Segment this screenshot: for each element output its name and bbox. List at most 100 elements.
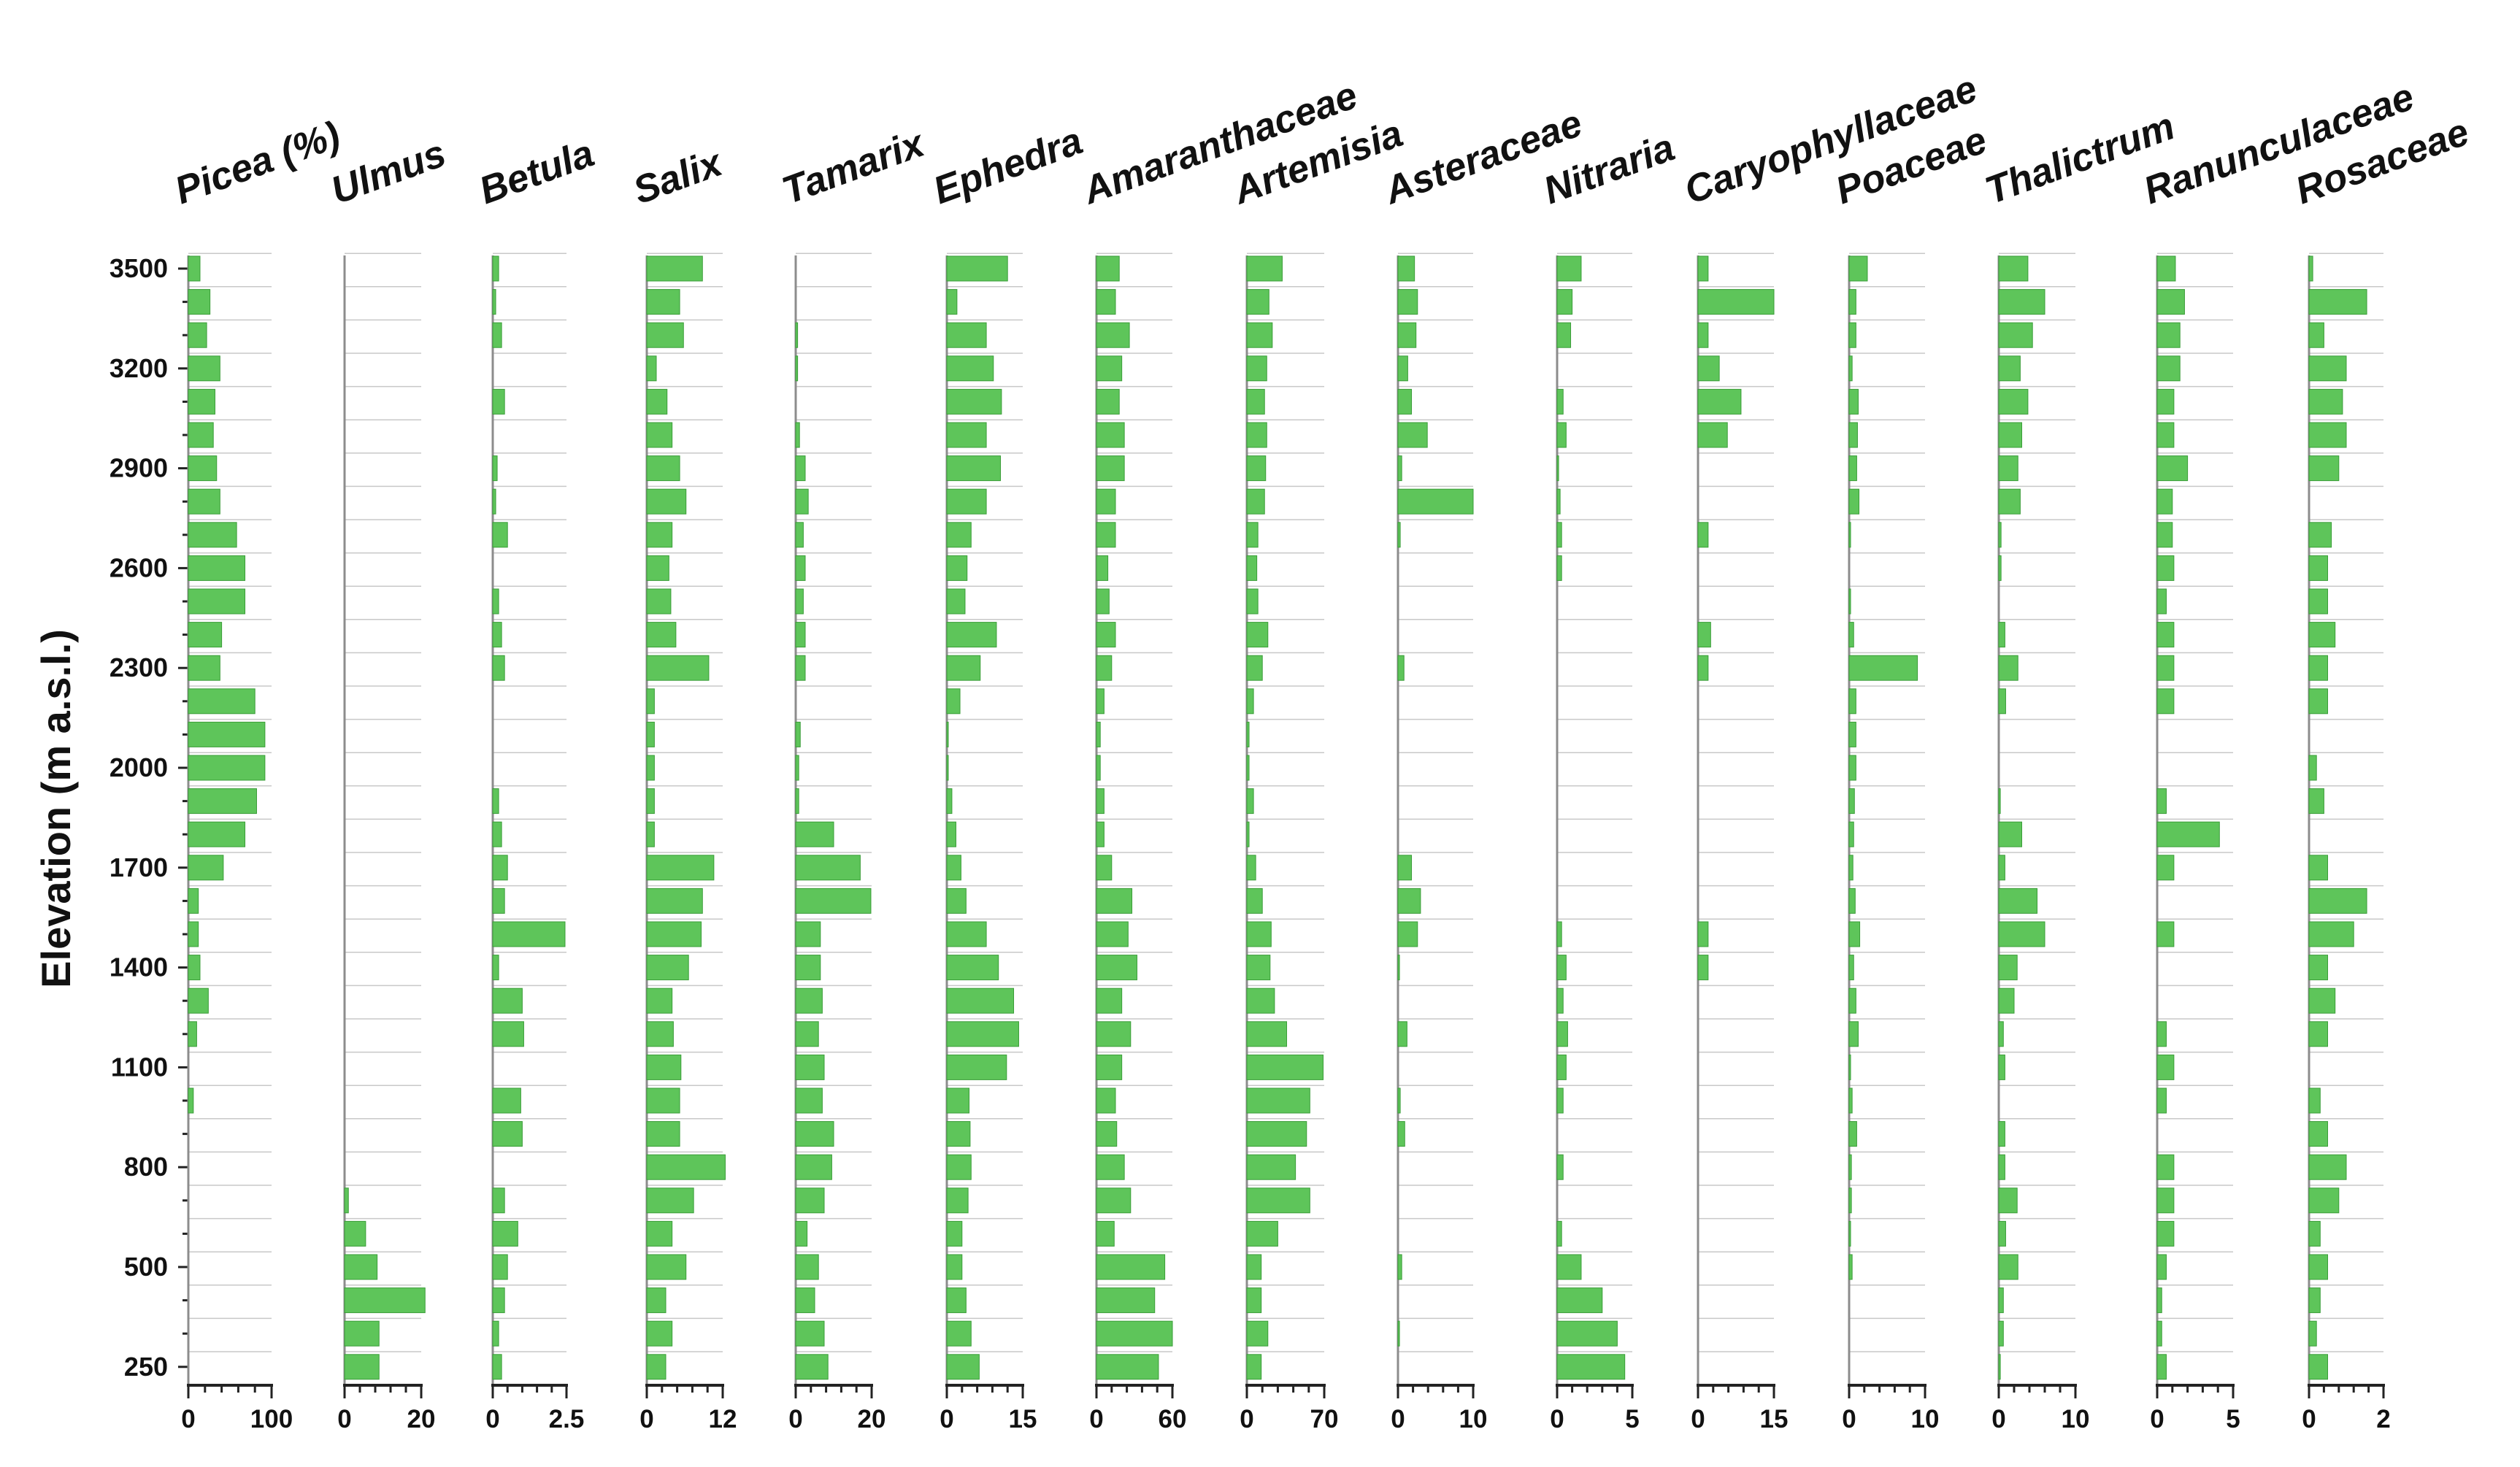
bar bbox=[1556, 1320, 1618, 1347]
bar bbox=[946, 788, 953, 815]
bar bbox=[1697, 355, 1720, 382]
bar bbox=[646, 322, 684, 348]
bar bbox=[1697, 255, 1709, 282]
bar bbox=[492, 522, 508, 548]
bar bbox=[1697, 322, 1709, 348]
bar bbox=[2308, 1254, 2328, 1280]
bar bbox=[1246, 1121, 1307, 1147]
bar bbox=[1556, 289, 1573, 315]
bar bbox=[188, 289, 211, 315]
bar bbox=[646, 821, 655, 847]
bar bbox=[1246, 255, 1283, 282]
bar bbox=[1998, 1354, 2001, 1380]
bar bbox=[646, 721, 655, 747]
bar bbox=[1397, 1021, 1407, 1047]
bar bbox=[2308, 987, 2336, 1014]
bar bbox=[946, 1087, 970, 1114]
bar bbox=[795, 355, 799, 382]
x-tick-label: 12 bbox=[709, 1405, 737, 1433]
x-tick-label: 10 bbox=[1911, 1405, 1940, 1433]
bar bbox=[946, 755, 949, 781]
bar bbox=[1397, 522, 1401, 548]
bar bbox=[1697, 921, 1709, 947]
bar bbox=[1246, 622, 1269, 648]
bar bbox=[946, 1054, 1007, 1080]
bar bbox=[946, 422, 987, 448]
bar bbox=[795, 1320, 825, 1347]
bar bbox=[1556, 1154, 1564, 1180]
bar bbox=[188, 655, 220, 681]
bar bbox=[1998, 1187, 2018, 1214]
bar bbox=[492, 887, 505, 914]
bar bbox=[946, 1121, 971, 1147]
bar bbox=[1848, 688, 1856, 715]
x-tick-label: 20 bbox=[858, 1405, 886, 1433]
bar bbox=[2308, 1220, 2321, 1247]
bar bbox=[946, 1154, 972, 1180]
bar bbox=[2156, 555, 2175, 581]
bar bbox=[1848, 855, 1853, 881]
bar bbox=[2308, 388, 2343, 415]
x-tick-label: 70 bbox=[1310, 1405, 1339, 1433]
x-tick-label: 0 bbox=[940, 1405, 953, 1433]
bar bbox=[1246, 987, 1275, 1014]
bar bbox=[492, 1087, 521, 1114]
bar bbox=[1848, 788, 1855, 815]
bar bbox=[1556, 388, 1564, 415]
bar bbox=[646, 987, 673, 1014]
x-tick-label: 60 bbox=[1159, 1405, 1187, 1433]
bar bbox=[1998, 688, 2006, 715]
bar bbox=[1397, 388, 1413, 415]
bar bbox=[492, 255, 499, 282]
panel-title: Salix bbox=[628, 141, 729, 213]
bar bbox=[1848, 1254, 1853, 1280]
bar bbox=[946, 1187, 969, 1214]
bar bbox=[1096, 522, 1116, 548]
bar bbox=[2156, 655, 2175, 681]
bar bbox=[2308, 1021, 2328, 1047]
bar bbox=[946, 355, 994, 382]
bar bbox=[1556, 555, 1562, 581]
bar bbox=[1096, 1354, 1159, 1380]
bar bbox=[1556, 1254, 1582, 1280]
bar bbox=[1556, 921, 1562, 947]
bar bbox=[344, 1254, 378, 1280]
bar bbox=[1556, 1287, 1603, 1314]
bar bbox=[1998, 1054, 2005, 1080]
bar bbox=[1096, 1254, 1166, 1280]
bar bbox=[946, 522, 972, 548]
bar bbox=[1246, 855, 1256, 881]
bar bbox=[1246, 1021, 1288, 1047]
bar bbox=[2156, 255, 2176, 282]
bar bbox=[795, 821, 834, 847]
bar bbox=[1246, 788, 1254, 815]
x-tick-label: 15 bbox=[1760, 1405, 1789, 1433]
bar bbox=[1998, 355, 2021, 382]
bar bbox=[188, 1021, 197, 1047]
bar bbox=[946, 255, 1008, 282]
bar bbox=[946, 721, 949, 747]
bar bbox=[646, 1287, 667, 1314]
bar bbox=[1556, 488, 1561, 515]
bar bbox=[1848, 289, 1856, 315]
bar bbox=[795, 455, 806, 482]
bar bbox=[1848, 721, 1856, 747]
bar bbox=[492, 987, 523, 1014]
bar bbox=[1848, 921, 1861, 947]
bar bbox=[946, 1287, 967, 1314]
x-tick-label: 0 bbox=[1691, 1405, 1705, 1433]
bar bbox=[1998, 289, 2045, 315]
bar bbox=[946, 588, 966, 615]
x-tick-label: 0 bbox=[1089, 1405, 1103, 1433]
bar bbox=[1096, 255, 1120, 282]
bar bbox=[946, 322, 987, 348]
bar bbox=[2156, 1254, 2167, 1280]
bar bbox=[492, 1021, 524, 1047]
bar bbox=[1998, 388, 2029, 415]
bar bbox=[795, 488, 809, 515]
bar bbox=[1998, 555, 2002, 581]
bar bbox=[1397, 955, 1400, 981]
bar bbox=[1556, 255, 1582, 282]
bar bbox=[1697, 655, 1709, 681]
